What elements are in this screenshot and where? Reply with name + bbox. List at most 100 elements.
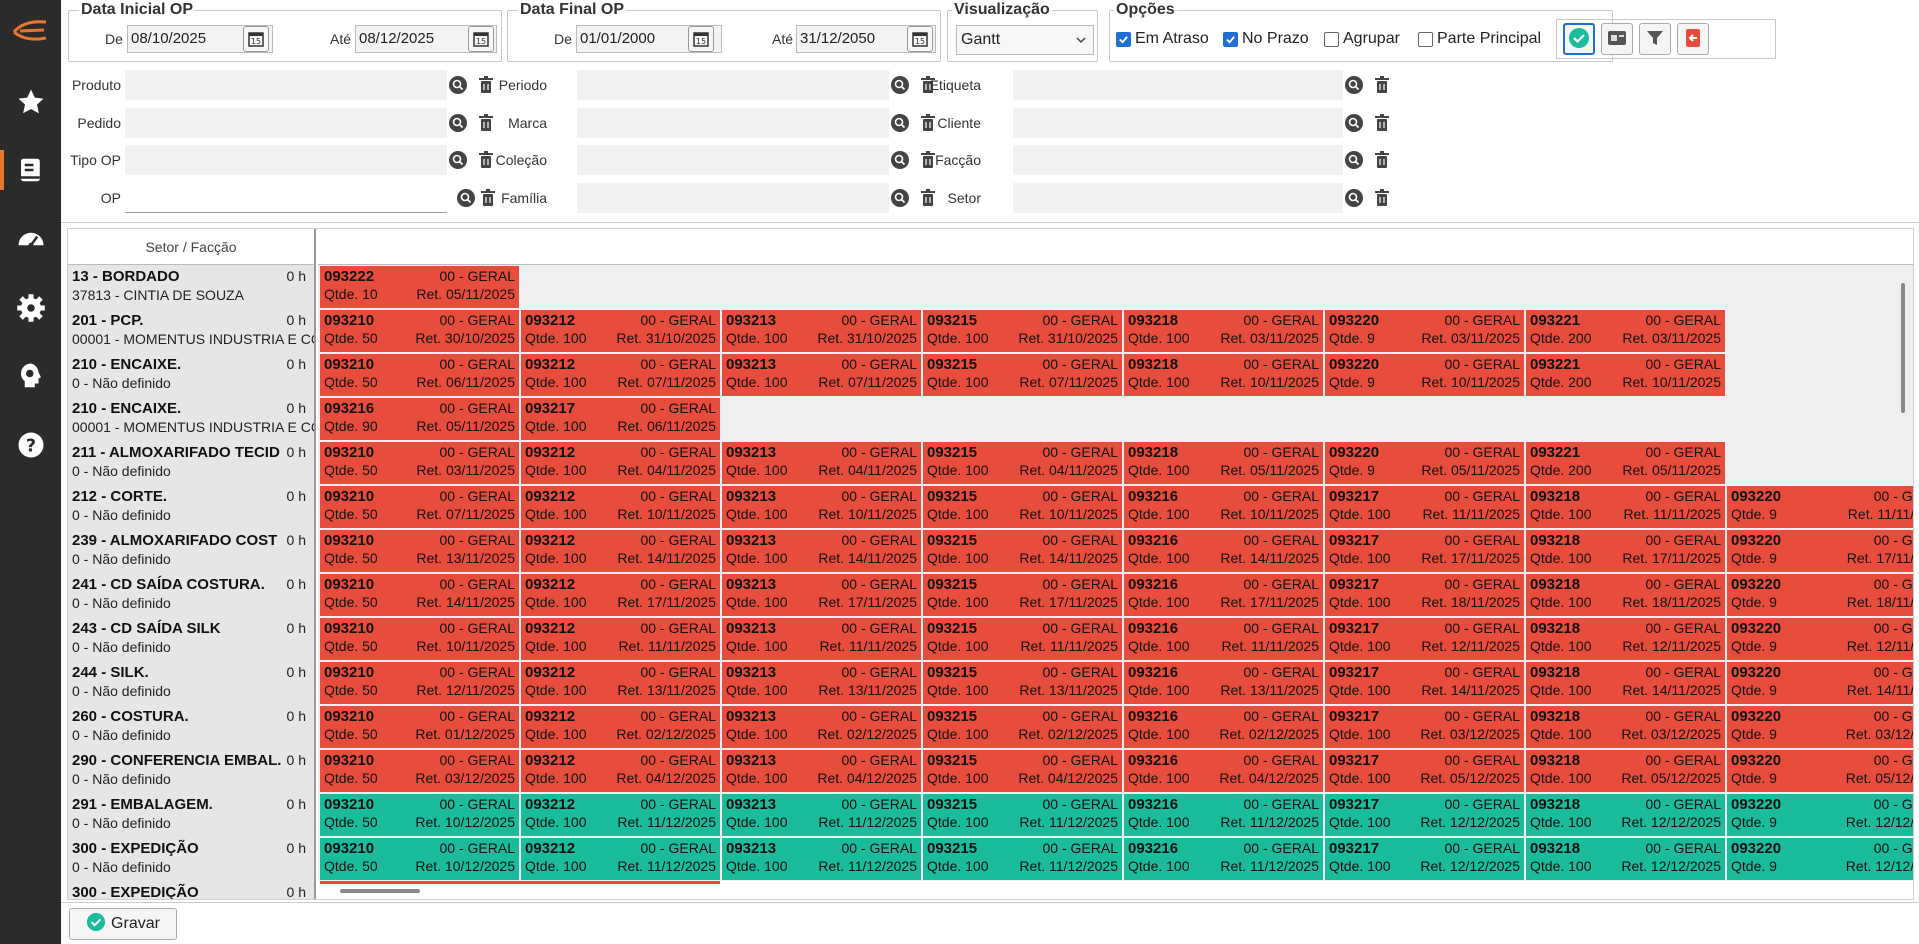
setor-field[interactable]: [1013, 183, 1343, 213]
trash-icon[interactable]: [917, 112, 939, 134]
op-card[interactable]: 093218 00 - GERAL Qtde. 100 Ret. 03/12/2025: [1526, 706, 1725, 748]
op-card[interactable]: 093213 00 - GERAL Qtde. 100 Ret. 14/11/2025: [722, 530, 921, 572]
op-card[interactable]: 093220 00 - GE Qtde. 9 Ret. 12/12/2: [1727, 794, 1913, 836]
search-icon[interactable]: [1343, 74, 1365, 96]
op-card[interactable]: 093212 00 - GERAL Qtde. 100 Ret. 17/11/2025: [521, 574, 720, 616]
op-card[interactable]: 093212 00 - GERAL Qtde. 100 Ret. 02/12/2025: [521, 706, 720, 748]
op-card[interactable]: 093215 00 - GERAL Qtde. 100 Ret. 17/11/2025: [923, 574, 1122, 616]
op-card[interactable]: 093212 00 - GERAL Qtde. 100 Ret. 11/12/2025: [521, 794, 720, 836]
op-card[interactable]: 093215 00 - GERAL Qtde. 100 Ret. 02/12/2025: [923, 706, 1122, 748]
exit-button[interactable]: [1677, 23, 1709, 55]
op-card[interactable]: 093220 00 - GERAL Qtde. 9 Ret. 03/11/2025: [1325, 310, 1524, 352]
op-card[interactable]: 093217 00 - GERAL Qtde. 100 Ret. 03/12/2025: [1325, 706, 1524, 748]
search-icon[interactable]: [447, 74, 469, 96]
op-card[interactable]: 093218 00 - GERAL Qtde. 100 Ret. 03/11/2025: [1124, 310, 1323, 352]
parte-principal-checkbox[interactable]: Parte Principal: [1418, 29, 1541, 49]
op-card[interactable]: 093216 00 - GERAL Qtde. 100 Ret. 17/11/2025: [1124, 574, 1323, 616]
trash-icon[interactable]: [1371, 149, 1393, 171]
op-card[interactable]: 093216 00 - GERAL Qtde. 100 Ret. 04/12/2025: [1124, 750, 1323, 792]
setor-label-cell[interactable]: 300 - EXPEDIÇÃO 0 - Não definido 0 h: [68, 837, 316, 881]
trash-icon[interactable]: [477, 187, 499, 209]
setor-label-cell[interactable]: 241 - CD SAÍDA COSTURA. 0 - Não definido 0…: [68, 573, 316, 617]
setor-label-cell[interactable]: 291 - EMBALAGEM. 0 - Não definido 0 h: [68, 793, 316, 837]
cliente-field[interactable]: [1013, 108, 1343, 138]
search-icon[interactable]: [1343, 112, 1365, 134]
op-card[interactable]: 093218 00 - GERAL Qtde. 100 Ret. 05/12/2025: [1526, 750, 1725, 792]
card-view-button[interactable]: [1601, 23, 1633, 55]
op-card[interactable]: 093215 00 - GERAL Qtde. 100 Ret. 14/11/2025: [923, 530, 1122, 572]
op-card[interactable]: 093218 00 - GERAL Qtde. 100 Ret. 05/11/2025: [1124, 442, 1323, 484]
op-card[interactable]: 093213 00 - GERAL Qtde. 100 Ret. 13/11/2025: [722, 662, 921, 704]
op-card[interactable]: 093212 00 - GERAL Qtde. 100 Ret. 11/12/2025: [521, 838, 720, 880]
op-card[interactable]: 093217 00 - GERAL Qtde. 100 Ret. 06/11/2025: [521, 398, 720, 440]
op-card[interactable]: 093218 00 - GERAL Qtde. 100 Ret. 18/11/2025: [1526, 574, 1725, 616]
op-card[interactable]: 093213 00 - GERAL Qtde. 100 Ret. 04/12/2025: [722, 750, 921, 792]
op-card[interactable]: 093218 00 - GERAL Qtde. 100 Ret. 12/12/2025: [1526, 838, 1725, 880]
op-card[interactable]: 093221 00 - GERAL Qtde. 200 Ret. 10/11/2025: [1526, 354, 1725, 396]
no-prazo-checkbox[interactable]: No Prazo: [1223, 29, 1309, 49]
op-card[interactable]: 093217 00 - GERAL Qtde. 100 Ret. 14/11/2025: [1325, 662, 1524, 704]
op-card[interactable]: 093213 00 - GERAL Qtde. 100 Ret. 31/10/2025: [722, 310, 921, 352]
settings-gear-icon[interactable]: [16, 293, 46, 323]
op-card[interactable]: 093213 00 - GERAL Qtde. 100 Ret. 11/12/2025: [722, 794, 921, 836]
op-card[interactable]: 093215 00 - GERAL Qtde. 100 Ret. 04/11/2025: [923, 442, 1122, 484]
op-card[interactable]: 093218 00 - GERAL Qtde. 100 Ret. 17/11/2025: [1526, 530, 1725, 572]
op-card[interactable]: 093220 00 - GE Qtde. 9 Ret. 12/11/2: [1727, 618, 1913, 660]
etiqueta-field[interactable]: [1013, 70, 1343, 100]
op-field[interactable]: [125, 183, 447, 213]
op-card[interactable]: 093220 00 - GE Qtde. 9 Ret. 17/11/2: [1727, 530, 1913, 572]
calendar-icon[interactable]: 15: [688, 26, 714, 52]
search-icon[interactable]: [889, 149, 911, 171]
op-card[interactable]: 093216 00 - GERAL Qtde. 100 Ret. 11/11/2025: [1124, 618, 1323, 660]
op-card[interactable]: 093220 00 - GE Qtde. 9 Ret. 05/12/2: [1727, 750, 1913, 792]
op-card[interactable]: 093221 00 - GERAL Qtde. 200 Ret. 03/11/2025: [1526, 310, 1725, 352]
op-card[interactable]: 093212 00 - GERAL Qtde. 100 Ret. 04/12/2025: [521, 750, 720, 792]
horizontal-scrollbar[interactable]: [340, 889, 420, 893]
op-card[interactable]: 093221 00 - GERAL Qtde. 200 Ret. 05/11/2025: [1526, 442, 1725, 484]
setor-label-cell[interactable]: 201 - PCP. 00001 - MOMENTUS INDUSTRIA E C…: [68, 309, 316, 353]
search-icon[interactable]: [1343, 187, 1365, 209]
search-icon[interactable]: [447, 149, 469, 171]
op-card[interactable]: 093217 00 - GERAL Qtde. 100 Ret. 05/12/2025: [1325, 750, 1524, 792]
trash-icon[interactable]: [1371, 187, 1393, 209]
setor-label-cell[interactable]: 212 - CORTE. 0 - Não definido 0 h: [68, 485, 316, 529]
op-card[interactable]: 093215 00 - GERAL Qtde. 100 Ret. 04/12/2025: [923, 750, 1122, 792]
calendar-icon[interactable]: 15: [243, 26, 269, 52]
trash-icon[interactable]: [1371, 74, 1393, 96]
op-card[interactable]: 093215 00 - GERAL Qtde. 100 Ret. 07/11/2025: [923, 354, 1122, 396]
confirm-button[interactable]: [1563, 23, 1595, 55]
op-card[interactable]: 093216 00 - GERAL Qtde. 100 Ret. 14/11/2025: [1124, 530, 1323, 572]
op-card[interactable]: 093213 00 - GERAL Qtde. 100 Ret. 07/11/2025: [722, 354, 921, 396]
faccao-field[interactable]: [1013, 145, 1343, 175]
setor-label-cell[interactable]: 211 - ALMOXARIFADO TECID 0 - Não definido…: [68, 441, 316, 485]
op-card[interactable]: 093213 00 - GERAL Qtde. 100 Ret. 02/12/2025: [722, 706, 921, 748]
vertical-scrollbar[interactable]: [1901, 283, 1905, 413]
pedido-field[interactable]: [125, 108, 447, 138]
op-card[interactable]: 093213 00 - GERAL Qtde. 100 Ret. 10/11/2025: [722, 486, 921, 528]
trash-icon[interactable]: [475, 74, 497, 96]
op-card[interactable]: 093220 00 - GE Qtde. 9 Ret. 11/11/2: [1727, 486, 1913, 528]
op-card[interactable]: 093210 00 - GERAL Qtde. 50 Ret. 01/12/2025: [320, 706, 519, 748]
op-card[interactable]: 093213 00 - GERAL Qtde. 100 Ret. 11/12/2025: [722, 838, 921, 880]
periodo-field[interactable]: [577, 70, 889, 100]
setor-label-cell[interactable]: 210 - ENCAIXE. 00001 - MOMENTUS INDUSTRIA…: [68, 397, 316, 441]
op-card[interactable]: 093210 00 - GERAL Qtde. 50 Ret. 10/11/2025: [320, 618, 519, 660]
op-card[interactable]: 093212 00 - GERAL Qtde. 100 Ret. 10/11/2025: [521, 486, 720, 528]
setor-label-cell[interactable]: 243 - CD SAÍDA SILK 0 - Não definido 0 h: [68, 617, 316, 661]
produto-field[interactable]: [125, 70, 447, 100]
op-card[interactable]: 093218 00 - GERAL Qtde. 100 Ret. 10/11/2025: [1124, 354, 1323, 396]
op-card[interactable]: 093210 00 - GERAL Qtde. 50 Ret. 06/11/2025: [320, 354, 519, 396]
op-card[interactable]: 093210 00 - GERAL Qtde. 50 Ret. 03/12/2025: [320, 750, 519, 792]
marca-field[interactable]: [577, 108, 889, 138]
trash-icon[interactable]: [917, 149, 939, 171]
op-card[interactable]: 093217 00 - GERAL Qtde. 100 Ret. 12/11/2025: [1325, 618, 1524, 660]
search-icon[interactable]: [447, 112, 469, 134]
op-card[interactable]: 093210 00 - GERAL Qtde. 50 Ret. 10/12/2025: [320, 838, 519, 880]
search-icon[interactable]: [1343, 149, 1365, 171]
reports-book-icon[interactable]: [16, 155, 46, 185]
op-card[interactable]: 093217 00 - GERAL Qtde. 100 Ret. 11/11/2025: [1325, 486, 1524, 528]
setor-label-cell[interactable]: 300 - EXPEDIÇÃO 0 h: [68, 881, 316, 899]
op-card[interactable]: 093218 00 - GERAL Qtde. 100 Ret. 14/11/2025: [1526, 662, 1725, 704]
search-icon[interactable]: [455, 187, 477, 209]
op-card[interactable]: 093215 00 - GERAL Qtde. 100 Ret. 11/12/2025: [923, 838, 1122, 880]
